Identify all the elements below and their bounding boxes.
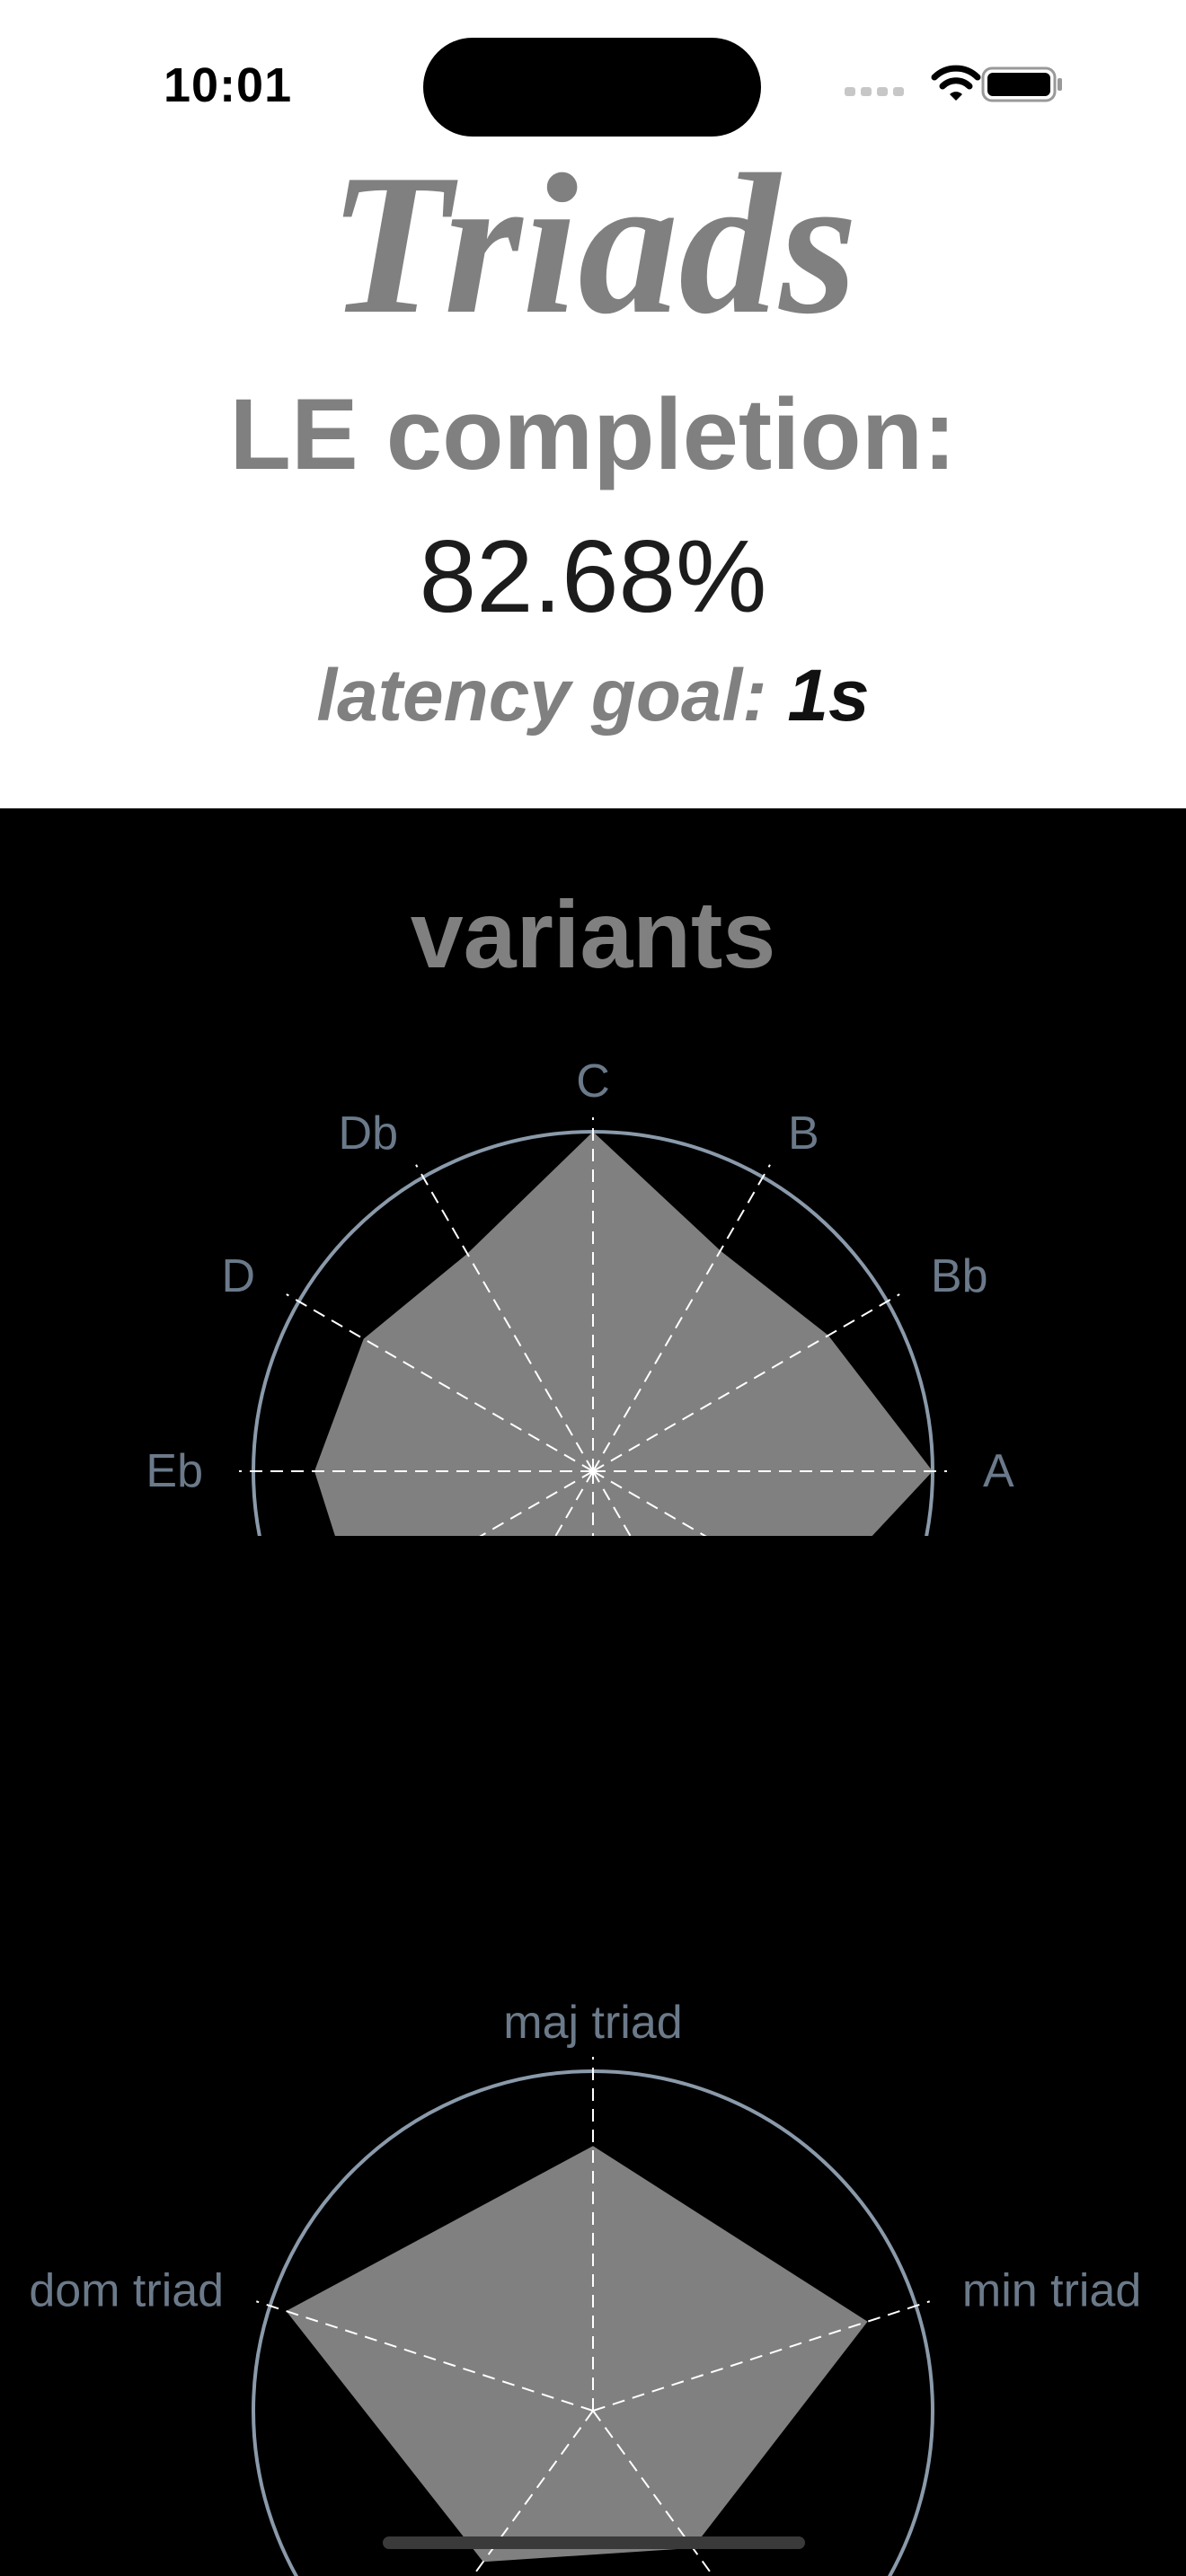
key-radar-chart: CBBbAAbGGbFEEbDDb [146,1055,1014,1536]
status-time: 10:01 [164,58,293,112]
key-radar-axis-label: D [222,1250,256,1302]
key-radar-spoke [286,1293,594,1472]
triad-radar-axis-label: min triad [962,2265,1141,2317]
triad-radar-spoke [592,2300,931,2412]
page-title: Triads [328,133,858,356]
triad-radar-axis-label: maj triad [503,1997,682,2049]
triad-radar-area [286,2146,868,2563]
key-radar-axis-label: Db [339,1107,398,1160]
key-radar-axis-label: Eb [146,1445,203,1497]
triad-radar-axis-label: dom triad [29,2265,224,2317]
variants-title: variants [410,882,776,988]
completion-value: 82.68% [419,520,767,634]
key-radar-axis-label: A [983,1445,1014,1497]
header-panel: 10:01 Triads LE completion: 82.68% laten… [0,0,1186,808]
dynamic-island [423,38,761,137]
latency-goal: latency goal: 1s [0,659,1186,733]
triad-radar-spoke [472,2410,594,2576]
key-radar-axis-label: C [576,1055,610,1107]
home-indicator[interactable] [383,2536,805,2549]
key-radar-axis-label: Bb [931,1250,988,1302]
triad-radar-spoke [592,2410,714,2576]
latency-goal-value: 1s [787,655,870,737]
completion-label: LE completion: [229,378,957,490]
key-radar-area [314,1132,933,1536]
key-radar-spoke [592,1164,771,1472]
triad-radar-spoke [255,2300,594,2412]
cellular-signal-icon [845,84,909,101]
key-radar-spoke [415,1164,594,1472]
battery-icon [981,66,1062,102]
triad-type-radar-chart: maj triad min triad dom triad [29,1997,1141,2576]
status-icons [845,63,1078,108]
wifi-icon [931,65,981,101]
key-radar-spoke [592,1293,900,1472]
key-radar-axis-label: B [788,1107,819,1160]
latency-goal-label: latency goal: [316,655,767,737]
